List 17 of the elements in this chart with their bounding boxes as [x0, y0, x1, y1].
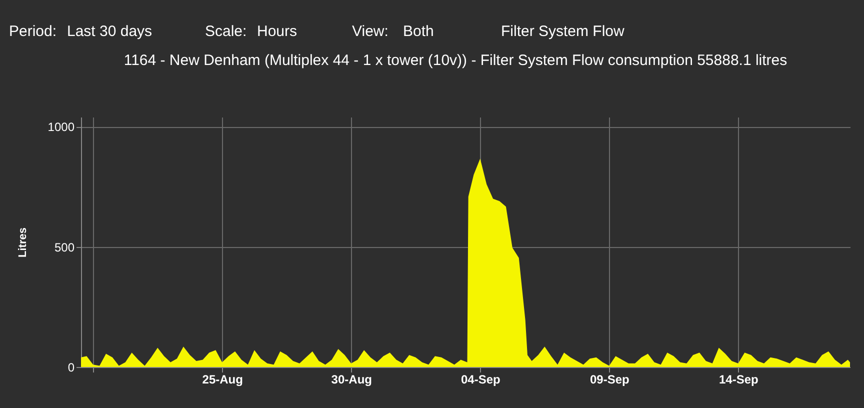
text: Both	[403, 23, 434, 40]
y-tick-label: 500	[54, 240, 75, 254]
text: Last 30 days	[67, 23, 152, 40]
x-tick-label: 25-Aug	[202, 372, 243, 386]
chart-title: 1164 - New Denham (Multiplex 44 - 1 x tower (10v)) - Filter System Flow consumption 55888.1 litres	[124, 52, 788, 69]
text: Hours	[257, 23, 298, 40]
text: View:	[352, 23, 388, 40]
x-tick-label: 04-Sep	[460, 372, 500, 386]
text: Period:	[9, 23, 57, 40]
y-axis-title: Litres	[16, 228, 29, 258]
x-tick-label: 09-Sep	[590, 372, 630, 386]
text: Filter System Flow	[501, 23, 625, 40]
y-tick-label: 0	[68, 360, 75, 374]
text: Scale:	[205, 23, 247, 40]
y-tick-label: 1000	[48, 120, 75, 134]
x-tick-label: 30-Aug	[331, 372, 372, 386]
x-tick-label: 14-Sep	[719, 372, 758, 386]
